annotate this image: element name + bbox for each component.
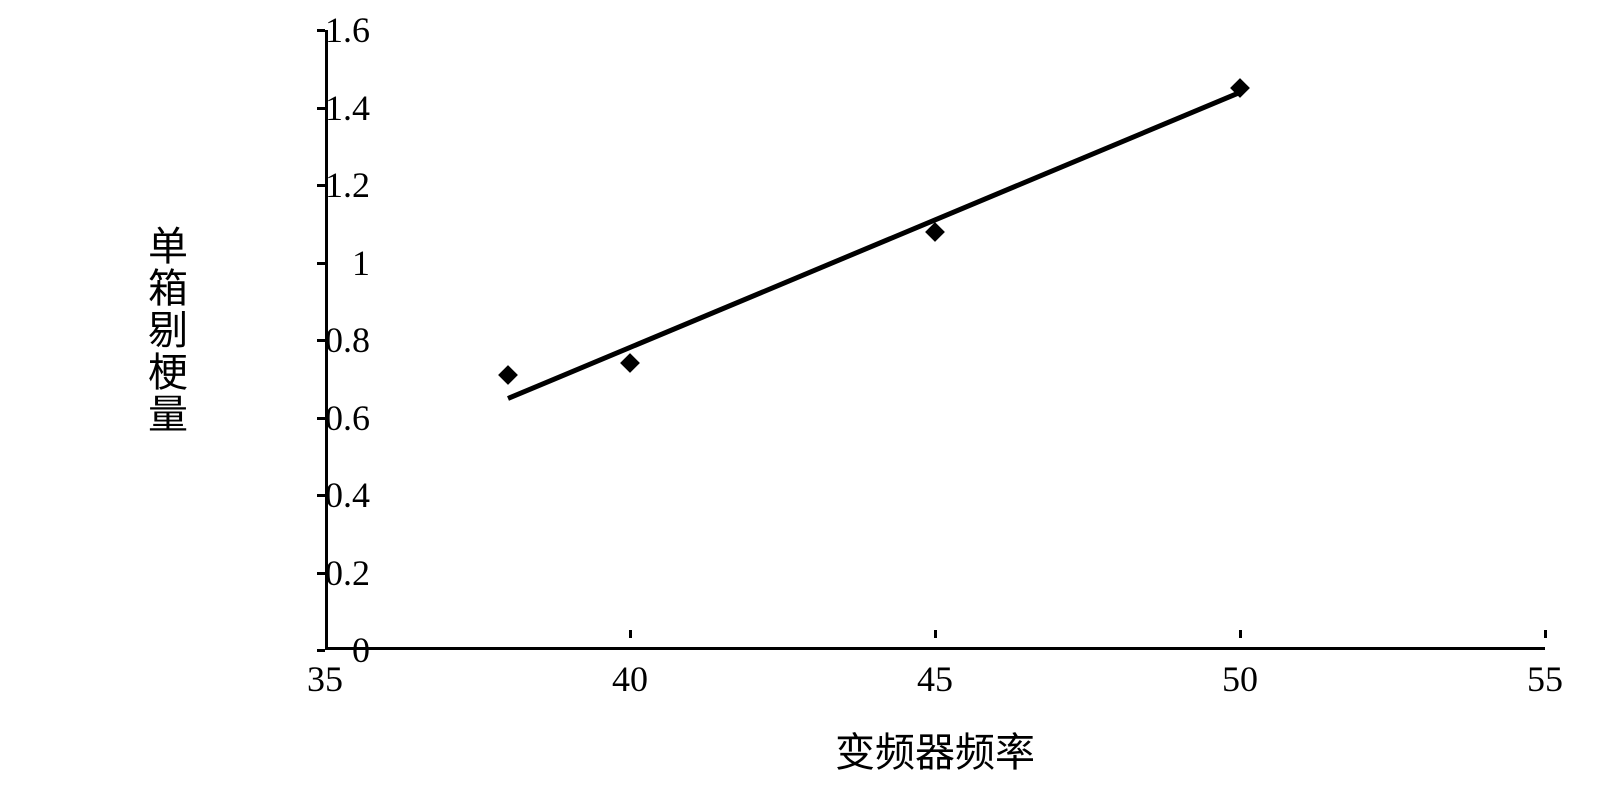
x-tick-mark <box>934 630 937 638</box>
y-tick-mark <box>317 417 325 420</box>
y-tick-mark <box>317 262 325 265</box>
plot-area <box>325 30 1545 650</box>
y-tick-mark <box>317 494 325 497</box>
y-tick-mark <box>317 339 325 342</box>
y-tick-mark <box>317 107 325 110</box>
y-tick-label: 1.6 <box>250 9 370 51</box>
x-axis-label: 变频器频率 <box>835 720 1035 778</box>
y-tick-mark <box>317 29 325 32</box>
x-tick-label: 45 <box>917 658 953 700</box>
y-tick-label: 1.2 <box>250 164 370 206</box>
y-tick-label: 0.2 <box>250 552 370 594</box>
y-tick-label: 0.8 <box>250 319 370 361</box>
y-tick-label: 0.4 <box>250 474 370 516</box>
x-tick-mark <box>629 630 632 638</box>
y-axis-label: 单箱剔梗量 <box>135 225 193 435</box>
y-tick-label: 1 <box>250 242 370 284</box>
x-tick-label: 35 <box>307 658 343 700</box>
y-tick-mark <box>317 572 325 575</box>
y-tick-mark <box>317 649 325 652</box>
x-tick-label: 55 <box>1527 658 1563 700</box>
chart-container: 单箱剔梗量 00.20.40.60.811.21.41.63540455055变… <box>120 10 1600 790</box>
x-tick-mark <box>1239 630 1242 638</box>
x-tick-label: 40 <box>612 658 648 700</box>
x-tick-mark <box>1544 630 1547 638</box>
y-tick-label: 1.4 <box>250 87 370 129</box>
y-tick-label: 0.6 <box>250 397 370 439</box>
y-tick-mark <box>317 184 325 187</box>
x-tick-label: 50 <box>1222 658 1258 700</box>
